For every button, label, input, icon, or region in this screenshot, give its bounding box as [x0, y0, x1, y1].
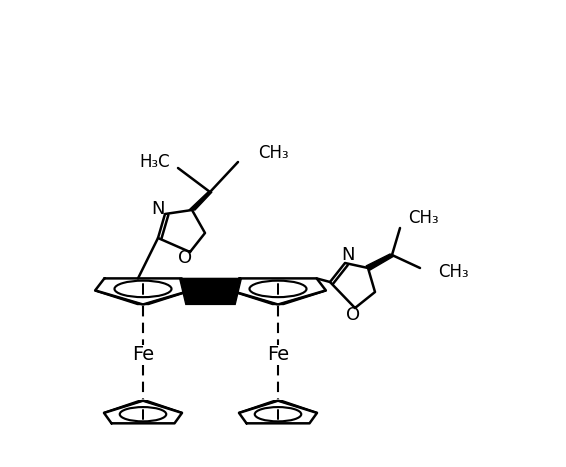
- Polygon shape: [189, 192, 212, 210]
- Text: N: N: [151, 200, 165, 218]
- Text: CH₃: CH₃: [258, 144, 289, 162]
- Polygon shape: [143, 290, 191, 304]
- Text: O: O: [178, 249, 192, 267]
- Text: H₃C: H₃C: [140, 153, 170, 171]
- Polygon shape: [104, 401, 143, 413]
- Polygon shape: [143, 401, 182, 413]
- Text: CH₃: CH₃: [438, 263, 469, 281]
- Polygon shape: [366, 254, 394, 270]
- Polygon shape: [278, 401, 317, 413]
- Text: CH₃: CH₃: [408, 209, 439, 227]
- Text: N: N: [341, 246, 355, 264]
- Polygon shape: [95, 290, 143, 304]
- Text: O: O: [346, 306, 360, 324]
- Polygon shape: [278, 290, 326, 304]
- Polygon shape: [179, 278, 241, 304]
- Text: Fe: Fe: [132, 346, 154, 365]
- Polygon shape: [239, 401, 278, 413]
- Polygon shape: [230, 290, 278, 304]
- Text: Fe: Fe: [267, 346, 289, 365]
